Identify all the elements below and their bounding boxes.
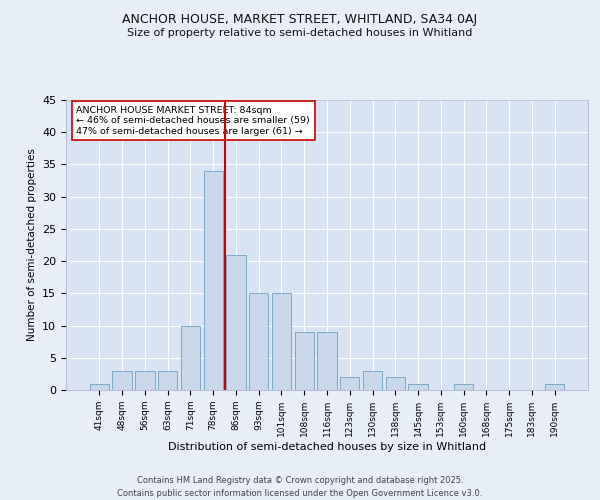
Text: Size of property relative to semi-detached houses in Whitland: Size of property relative to semi-detach…	[127, 28, 473, 38]
Bar	[203, 171, 223, 390]
Bar	[317, 332, 337, 390]
Text: Contains HM Land Registry data © Crown copyright and database right 2025.
Contai: Contains HM Land Registry data © Crown c…	[118, 476, 482, 498]
Bar	[135, 370, 155, 390]
Bar	[545, 384, 564, 390]
Bar	[386, 377, 405, 390]
Bar	[181, 326, 200, 390]
Bar	[295, 332, 314, 390]
Bar	[249, 294, 268, 390]
X-axis label: Distribution of semi-detached houses by size in Whitland: Distribution of semi-detached houses by …	[168, 442, 486, 452]
Bar	[158, 370, 178, 390]
Text: ANCHOR HOUSE MARKET STREET: 84sqm
← 46% of semi-detached houses are smaller (59): ANCHOR HOUSE MARKET STREET: 84sqm ← 46% …	[76, 106, 310, 136]
Text: ANCHOR HOUSE, MARKET STREET, WHITLAND, SA34 0AJ: ANCHOR HOUSE, MARKET STREET, WHITLAND, S…	[122, 12, 478, 26]
Bar	[409, 384, 428, 390]
Bar	[272, 294, 291, 390]
Bar	[454, 384, 473, 390]
Bar	[340, 377, 359, 390]
Bar	[363, 370, 382, 390]
Bar	[90, 384, 109, 390]
Bar	[112, 370, 132, 390]
Y-axis label: Number of semi-detached properties: Number of semi-detached properties	[26, 148, 37, 342]
Bar	[226, 254, 245, 390]
